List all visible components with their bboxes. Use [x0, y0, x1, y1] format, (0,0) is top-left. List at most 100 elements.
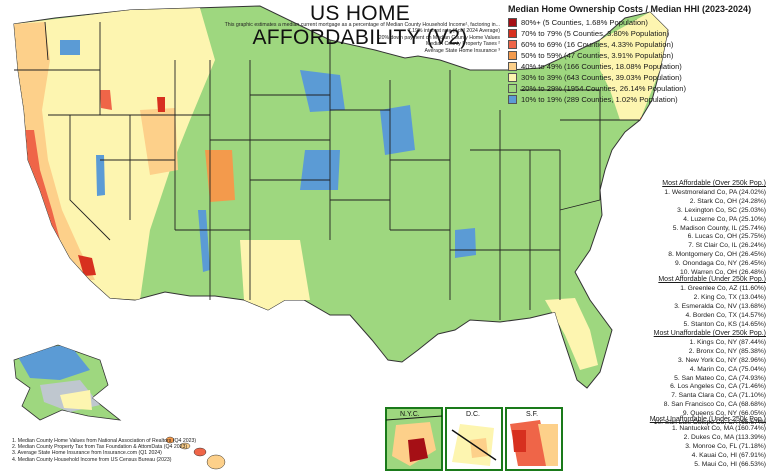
- legend-label: 20% to 29% (1954 Counties, 26.14% Popula…: [521, 84, 687, 93]
- legend-label: 40% to 49% (166 Counties, 18.08% Populat…: [521, 62, 682, 71]
- idaho-red-2: [157, 97, 165, 112]
- ranking-entry: 4. Borden Co, TX (14.57%): [685, 311, 766, 319]
- note-line: 7.19% interest rate (April 2024 Average): [407, 28, 500, 35]
- legend-item: 20% to 29% (1954 Counties, 26.14% Popula…: [508, 83, 766, 94]
- wa-blue: [60, 40, 80, 55]
- contiguous-us: [13, 5, 669, 389]
- ranking-entry: 9. Queens Co, NY (66.05%): [682, 410, 766, 418]
- source-line: 4. Median County Household Income from U…: [12, 456, 172, 463]
- legend-swatch: [508, 95, 517, 104]
- legend-item: 10% to 19% (289 Counties, 1.02% Populati…: [508, 94, 766, 105]
- ranking-entry: 4. Luzerne Co, PA (25.10%): [683, 215, 766, 223]
- ranking-entry: 2. Dukes Co, MA (113.39%): [683, 433, 766, 441]
- plains-blue-1: [300, 70, 345, 112]
- ranking-entry: 10. San Luis Obispo Co, CA (65.67%): [653, 419, 766, 427]
- plains-blue-2: [300, 150, 340, 190]
- legend-title: Median Home Ownership Costs / Median HHI…: [508, 4, 752, 14]
- hawaii: [165, 436, 226, 470]
- ranking-entry: 5. San Mateo Co, CA (74.93%): [674, 374, 766, 382]
- arizona-blue-2: [96, 155, 105, 196]
- utah-orange: [140, 108, 178, 175]
- ranking-entry: 2. Stark Co, OH (24.28%): [689, 197, 766, 205]
- map-title: US HOME AFFORDABILITY (V2): [252, 2, 468, 49]
- sources-footnotes: 1. Median County Home Values from Nation…: [12, 438, 312, 463]
- legend-item: 30% to 39% (643 Counties, 39.03% Populat…: [508, 72, 766, 83]
- legend-label: 70% to 79% (5 Counties, 3.80% Population…: [521, 29, 670, 38]
- ranking-entry: 1. Greenlee Co, AZ (11.60%): [680, 284, 766, 292]
- legend-swatch: [508, 18, 517, 27]
- ranking-entry: 1. Kings Co, NY (87.44%): [689, 338, 766, 346]
- florida-yellow: [545, 298, 598, 370]
- ranking-title: Most Unaffordable (Over 250k Pop.): [653, 330, 766, 337]
- inset-nyc: N.Y.C.: [385, 407, 443, 471]
- legend-item: 50% to 59% (47 Counties, 3.91% Populatio…: [508, 50, 766, 61]
- ranking-entry: 3. Lexington Co, SC (25.03%): [677, 206, 766, 214]
- ranking-entry: 1. Nantucket Co, MA (160.74%): [671, 424, 766, 432]
- ranking-entry: 8. Montgomery Co, OH (26.45%): [668, 251, 766, 259]
- ranking-entry: 9. Onondaga Co, NY (26.45%): [675, 260, 766, 268]
- legend-item: 40% to 49% (166 Counties, 18.08% Populat…: [508, 61, 766, 72]
- legend-item: 70% to 79% (5 Counties, 3.80% Population…: [508, 28, 766, 39]
- alaska: [13, 344, 122, 421]
- legend-label: 80%+ (5 Counties, 1.68% Population): [521, 18, 648, 27]
- ranking-entry: 2. Bronx Co, NY (85.38%): [688, 347, 766, 355]
- ranking-entry: 5. Maui Co, HI (66.53%): [694, 460, 766, 468]
- legend-item: 80%+ (5 Counties, 1.68% Population): [508, 17, 766, 28]
- plains-blue-3: [380, 105, 415, 155]
- idaho-red: [100, 90, 112, 110]
- methodology-notes: This graphic estimates a median current …: [200, 22, 500, 54]
- ranking-entry: 3. Monroe Co, FL (71.18%): [685, 442, 766, 450]
- west-coast-shading: [14, 22, 95, 280]
- note-line: 20% down payment on Median County Home V…: [378, 34, 500, 41]
- legend-label: 30% to 39% (643 Counties, 39.03% Populat…: [521, 73, 682, 82]
- ranking-title: Most Unaffordable (Under 250k Pop.): [649, 416, 766, 423]
- ranking-most-unaffordable-small: Most Unaffordable (Under 250k Pop.) 1. N…: [640, 416, 766, 469]
- ranking-entry: 4. Marin Co, CA (75.04%): [689, 365, 766, 373]
- ca-coast-high: [24, 130, 70, 262]
- inset-sf: S.F.: [505, 407, 563, 471]
- legend-swatch: [508, 84, 517, 93]
- ranking-most-affordable-large: Most Affordable (Over 250k Pop.) 1. West…: [640, 180, 766, 278]
- ranking-most-unaffordable-large: Most Unaffordable (Over 250k Pop.) 1. Ki…: [640, 330, 766, 428]
- legend-label: 60% to 69% (16 Counties, 4.33% Populatio…: [521, 40, 674, 49]
- inset-label-dc: D.C.: [466, 411, 480, 418]
- note-line: Average State Home Insurance ³: [424, 47, 500, 54]
- ranking-entry: 3. Esmeralda Co, NV (13.68%): [674, 302, 766, 310]
- inset-label-nyc: N.Y.C.: [400, 411, 420, 418]
- ranking-entry: 6. Lucas Co, OH (25.75%): [687, 233, 766, 241]
- ranking-entry: 3. New York Co, NY (82.96%): [678, 356, 766, 364]
- ranking-entry: 6. Los Angeles Co, CA (71.46%): [670, 383, 766, 391]
- ranking-entry: 10. Warren Co, OH (26.48%): [680, 269, 766, 277]
- inset-dc: D.C.: [445, 407, 503, 471]
- source-line: 1. Median County Home Values from Nation…: [12, 438, 197, 444]
- source-line: 3. Average State Home Insurance from Ins…: [12, 450, 162, 457]
- texas-yellow: [240, 240, 310, 310]
- colorado-orange: [205, 150, 235, 202]
- legend-label: 50% to 59% (47 Counties, 3.91% Populatio…: [521, 51, 674, 60]
- ranking-entry: 5. Madison County, IL (25.74%): [672, 224, 766, 232]
- ranking-entry: 2. King Co, TX (13.04%): [693, 293, 766, 301]
- legend-item: 60% to 69% (16 Counties, 4.33% Populatio…: [508, 39, 766, 50]
- ranking-title: Most Affordable (Under 250k Pop.): [658, 276, 766, 283]
- la-area-high: [78, 255, 96, 276]
- ranking-title: Most Affordable (Over 250k Pop.): [662, 180, 766, 187]
- note-line: This graphic estimates a median current …: [224, 22, 500, 28]
- legend: Median Home Ownership Costs / Median HHI…: [508, 4, 766, 105]
- source-line: 2. Median County Property Tax from Tax F…: [12, 444, 188, 451]
- northeast-yellow: [600, 12, 668, 120]
- ranking-entry: 7. St Clair Co, IL (26.24%): [688, 242, 766, 250]
- ranking-entry: 7. Santa Clara Co, CA (71.10%): [671, 392, 766, 400]
- legend-items: 80%+ (5 Counties, 1.68% Population) 70% t…: [508, 17, 766, 105]
- inset-label-sf: S.F.: [526, 411, 538, 418]
- legend-swatch: [508, 40, 517, 49]
- ranking-most-affordable-small: Most Affordable (Under 250k Pop.) 1. Gre…: [640, 276, 766, 329]
- ranking-entry: 8. San Francisco Co, CA (68.68%): [663, 401, 766, 409]
- note-line: Median County Property Taxes ²: [425, 41, 500, 48]
- state-borders: [14, 21, 640, 320]
- legend-swatch: [508, 62, 517, 71]
- legend-swatch: [508, 73, 517, 82]
- legend-swatch: [508, 29, 517, 38]
- legend-swatch: [508, 51, 517, 60]
- arizona-blue: [198, 210, 210, 272]
